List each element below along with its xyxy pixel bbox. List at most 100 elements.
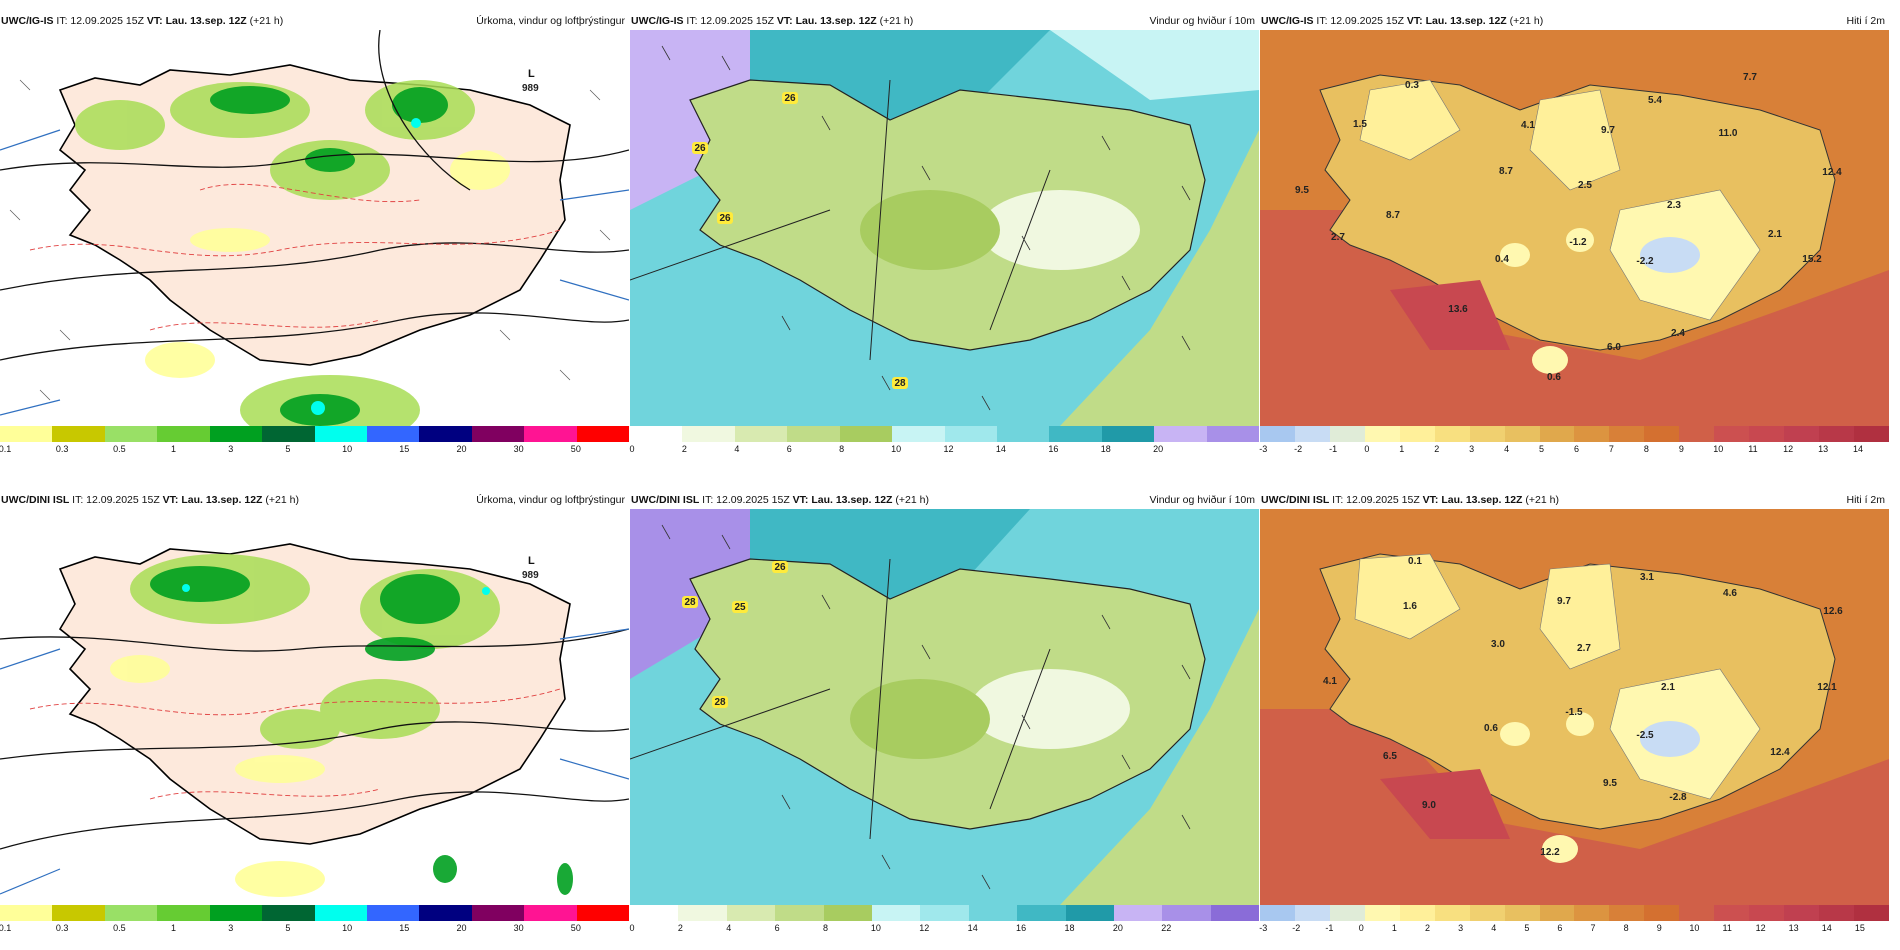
temp-colorbar-swatch: [1679, 905, 1715, 921]
temp-colorbar-swatch: [1574, 426, 1610, 442]
valid-time: Lau. 13.sep. 12Z: [1425, 15, 1507, 27]
gust-label-box: [782, 92, 798, 104]
colorbar-tick-label: 8: [823, 923, 829, 933]
temperature-label: 15.2: [1802, 254, 1822, 265]
temperature-label: 8.7: [1386, 210, 1400, 221]
temp-colorbar-swatch: [1294, 426, 1330, 442]
temp-colorbar-swatch: [1679, 426, 1715, 442]
pressure-low-letter: L: [528, 555, 535, 567]
wind-colorbar-swatch: [839, 426, 893, 442]
temp-colorbar-swatch: [1644, 426, 1680, 442]
wind-colorbar-ticks: 0 2 4 6 8 10 12 14 16 18 20 22: [629, 923, 1259, 935]
temperature-label: -2.2: [1636, 256, 1654, 267]
precip-colorbar-swatch: [0, 905, 53, 921]
lead-time: (+21 h): [895, 494, 929, 506]
temp-colorbar-swatch: [1260, 426, 1295, 442]
pressure-low-letter: L: [528, 68, 535, 80]
model-name: UWC/DINI ISL: [1, 494, 70, 506]
colorbar-tick-label: 0.5: [113, 444, 126, 454]
colorbar-tick-label: 2: [1425, 923, 1431, 933]
temp-colorbar-ticks: -3 -2 -1 0 1 2 3 4 5 6 7 8 9 10 11 12 13 14 15: [1259, 923, 1889, 935]
temp-colorbar-swatch: [1469, 426, 1505, 442]
wind-colorbar-swatch: [1162, 905, 1211, 921]
temperature-label: 0.3: [1405, 80, 1419, 91]
gust-label-box: [717, 212, 733, 224]
colorbar-tick-label: 8: [1623, 923, 1629, 933]
colorbar-tick-label: 5: [1539, 444, 1545, 454]
temperature-label: -2.5: [1636, 730, 1654, 741]
temperature-label: -1.2: [1569, 237, 1587, 248]
valid-time: Lau. 13.sep. 12Z: [181, 494, 263, 506]
colorbar-tick-label: 22: [1161, 923, 1172, 933]
wind-colorbar-swatch: [1113, 905, 1163, 921]
panel-precip-row1: UWC/IG-IS IT: 12.09.2025 15Z VT: Lau. 13…: [0, 13, 630, 471]
panel-header: UWC/IG-IS IT: 12.09.2025 15Z VT: Lau. 13…: [1260, 13, 1889, 30]
wind-colorbar: [630, 426, 1260, 442]
colorbar-tick-label: 12: [919, 923, 930, 933]
panel-wind-row2: UWC/DINI ISL IT: 12.09.2025 15Z VT: Lau.…: [629, 492, 1260, 950]
colorbar-tick-label: 18: [1100, 444, 1111, 454]
precip-colorbar-swatch: [262, 426, 315, 442]
temperature-label: 1.6: [1403, 601, 1417, 612]
colorbar-tick-label: 15: [1854, 923, 1865, 933]
colorbar-tick-label: 10: [342, 444, 353, 454]
wind-colorbar-swatch: [892, 426, 945, 442]
colorbar-tick-label: -1: [1325, 923, 1334, 933]
temperature-label: 7.7: [1743, 72, 1757, 83]
wind-colorbar-swatch: [920, 905, 969, 921]
gust-label: 25: [734, 602, 746, 613]
temperature-label: 2.7: [1577, 643, 1591, 654]
model-name: UWC/IG-IS: [1261, 15, 1314, 27]
gust-label-box: [732, 601, 748, 613]
wind-map: 26 26 26 28: [630, 30, 1259, 426]
panel-header: UWC/IG-IS IT: 12.09.2025 15Z VT: Lau. 13…: [630, 13, 1259, 30]
colorbar-tick-label: 6: [786, 444, 792, 454]
wind-colorbar-swatch: [682, 426, 735, 442]
temperature-label: 6.0: [1607, 342, 1621, 353]
temperature-label: 0.6: [1484, 723, 1498, 734]
wind-colorbar-swatch: [1210, 905, 1260, 921]
temp-colorbar-swatch: [1260, 905, 1295, 921]
valid-time-prefix: VT:: [1422, 494, 1439, 506]
temp-colorbar-swatch: [1853, 426, 1889, 442]
gust-label: 26: [719, 213, 731, 224]
gust-label-box: [692, 142, 708, 154]
wind-colorbar-swatch: [678, 905, 727, 921]
temperature-label: 12.1: [1817, 682, 1837, 693]
precip-colorbar-swatch: [157, 905, 210, 921]
colorbar-tick-label: 16: [1016, 923, 1027, 933]
colorbar-tick-label: 20: [456, 923, 467, 933]
lead-time: (+21 h): [879, 15, 914, 27]
colorbar-tick-label: 6: [1557, 923, 1563, 933]
colorbar-tick-label: 20: [456, 444, 467, 454]
panel-header: UWC/DINI ISL IT: 12.09.2025 15Z VT: Lau.…: [1260, 492, 1889, 509]
temperature-label: 2.5: [1578, 180, 1592, 191]
temperature-label: 12.4: [1770, 747, 1790, 758]
panel-title: Hiti í 2m: [1846, 494, 1885, 506]
precip-colorbar-swatch: [104, 426, 158, 442]
gust-label: 28: [894, 378, 906, 389]
temperature-label: 2.4: [1671, 328, 1685, 339]
temp-colorbar-swatch: [1329, 426, 1365, 442]
panel-temp-row1: UWC/IG-IS IT: 12.09.2025 15Z VT: Lau. 13…: [1259, 13, 1889, 471]
colorbar-tick-label: 12: [1783, 444, 1794, 454]
valid-time-prefix: VT:: [162, 494, 179, 506]
wind-colorbar-swatch: [787, 426, 840, 442]
panel-title: Úrkoma, vindur og loftþrýstingur: [476, 15, 625, 27]
precip-colorbar-swatch: [524, 426, 577, 442]
colorbar-tick-label: 1: [171, 444, 177, 454]
temp-map: 0.3 7.7 1.5 5.4 4.1 9.7 11.0 12.4 8.7 2.5 9.5 8.7 2.…: [1260, 30, 1889, 426]
colorbar-tick-label: -2: [1294, 444, 1303, 454]
init-time: IT: 12.09.2025 15Z: [686, 15, 774, 27]
temperature-label: 5.4: [1648, 95, 1662, 106]
temp-colorbar-swatch: [1819, 426, 1854, 442]
precip-colorbar-swatch: [419, 426, 472, 442]
init-time: IT: 12.09.2025 15Z: [1332, 494, 1420, 506]
temperature-label: 12.4: [1822, 167, 1842, 178]
temperature-label: 9.7: [1601, 125, 1615, 136]
temperature-label: 0.6: [1547, 372, 1561, 383]
temperature-label: 13.6: [1448, 304, 1468, 315]
temperature-label: -1.5: [1565, 707, 1583, 718]
panel-title: Úrkoma, vindur og loftþrýstingur: [476, 494, 625, 506]
colorbar-tick-label: 0: [629, 923, 635, 933]
